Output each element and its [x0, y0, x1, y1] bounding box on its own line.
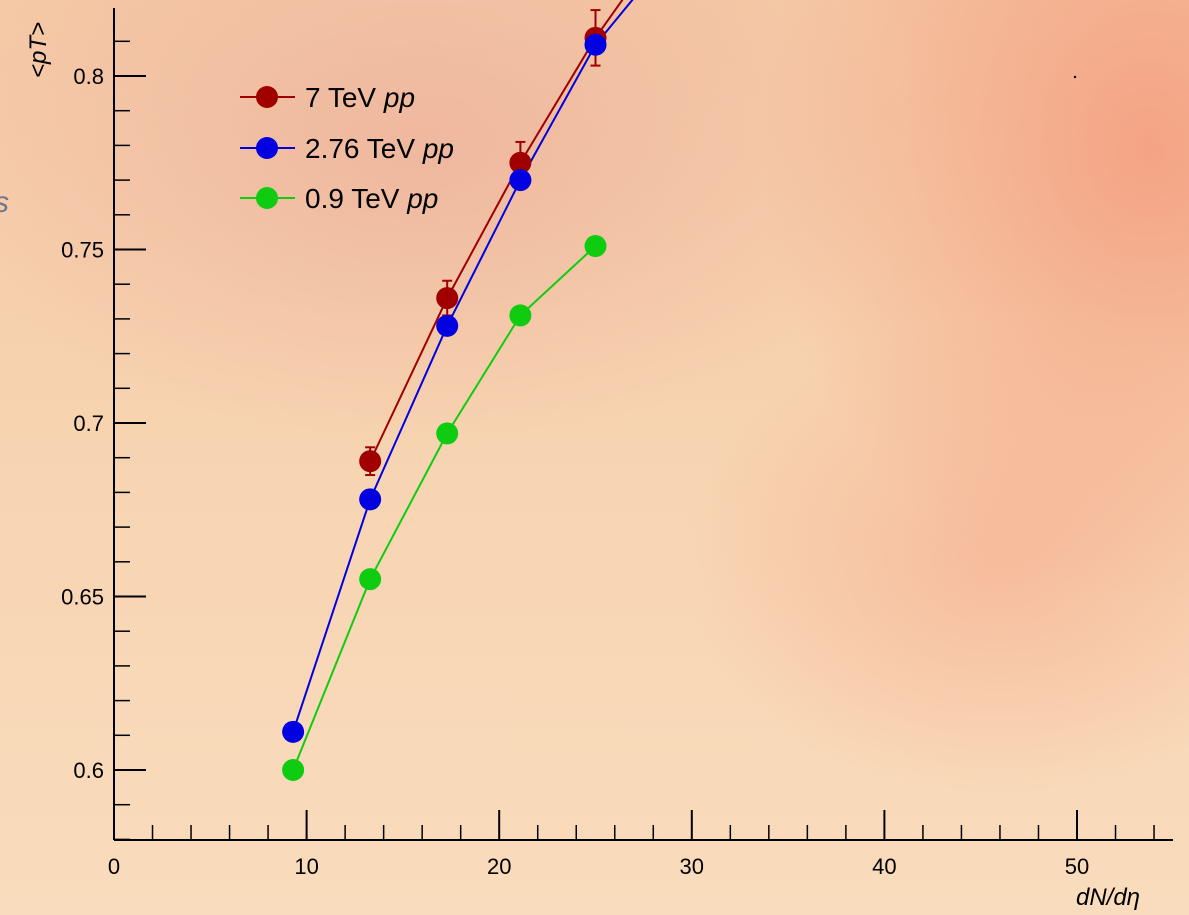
- legend-system-09tev: pp: [406, 183, 438, 214]
- stray-dot: [1073, 75, 1077, 79]
- data-point: [359, 450, 382, 473]
- series-line: [369, 0, 624, 462]
- legend-marker-7tev: [256, 86, 278, 108]
- y-tick-label: 0.65: [61, 585, 104, 610]
- series-points-2: [282, 235, 607, 781]
- series-layer: [282, 0, 634, 781]
- legend-system-7tev: pp: [383, 82, 415, 113]
- axes: [113, 8, 1173, 841]
- legend-marker-276tev: [256, 137, 278, 159]
- data-point: [359, 488, 382, 511]
- series-points-1: [282, 33, 607, 743]
- data-point: [436, 422, 459, 445]
- x-tick-label: 10: [294, 854, 318, 879]
- legend-marker-09tev: [256, 187, 278, 209]
- legend-entry-09tev: 0.9 TeV pp: [240, 183, 438, 214]
- data-point: [436, 314, 459, 337]
- axis-ticks: 0.60.650.70.750.80.850.90.95101020304050: [61, 40, 1155, 879]
- legend-label-276tev: 2.76 TeV pp: [305, 133, 454, 164]
- data-point: [282, 759, 305, 781]
- legend-label-09tev: 0.9 TeV pp: [305, 183, 438, 214]
- x-tick-label: 20: [487, 854, 511, 879]
- side-mark-text: s: [0, 186, 9, 220]
- legend-energy-7tev: 7 TeV: [305, 82, 376, 113]
- y-tick-label: 0.75: [61, 238, 104, 263]
- data-point: [509, 169, 532, 192]
- legend-label-7tev: 7 TeV pp: [305, 82, 415, 113]
- data-point: [584, 33, 607, 56]
- legend-energy-276tev: 2.76 TeV: [305, 133, 415, 164]
- data-point: [359, 568, 382, 591]
- legend-entry-7tev: 7 TeV pp: [240, 82, 415, 113]
- x-tick-label: 40: [872, 854, 896, 879]
- y-tick-label: 0.6: [73, 758, 104, 783]
- series-0: [365, 0, 624, 477]
- x-tick-label: 50: [1065, 854, 1089, 879]
- legend-entry-276tev: 2.76 TeV pp: [240, 133, 454, 164]
- y-tick-label: 0.8: [73, 64, 104, 89]
- legend: 7 TeV pp 2.76 TeV pp 0.9 TeV pp: [240, 82, 454, 214]
- x-tick-label: 0: [108, 854, 120, 879]
- x-axis-title: dN/dη: [1076, 884, 1140, 911]
- legend-system-276tev: pp: [422, 133, 454, 164]
- data-point: [282, 720, 305, 743]
- data-point: [509, 304, 532, 327]
- data-point: [509, 151, 532, 174]
- data-point: [584, 235, 607, 258]
- legend-energy-09tev: 0.9 TeV: [305, 183, 400, 214]
- x-tick-label: 30: [680, 854, 704, 879]
- y-axis-title: <pT>: [25, 22, 52, 78]
- series-points-0: [359, 26, 607, 473]
- y-tick-label: 0.7: [73, 411, 104, 436]
- data-point: [436, 287, 459, 310]
